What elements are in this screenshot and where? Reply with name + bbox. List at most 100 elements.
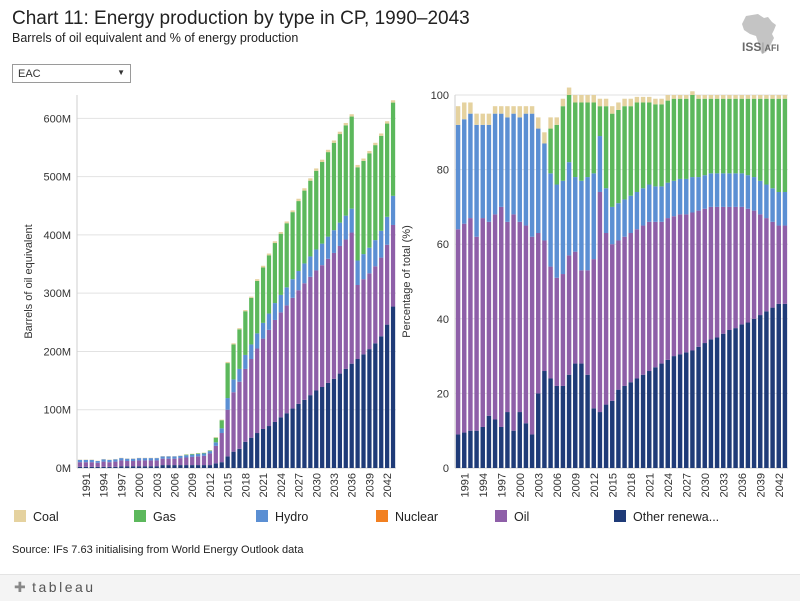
bar-segment-coal-2035[interactable] (344, 123, 348, 125)
bar-segment-oil-2034[interactable] (338, 246, 342, 374)
bar-segment-other-renewa-2014[interactable] (220, 462, 224, 468)
bar-segment-oil-2010[interactable] (196, 456, 200, 465)
bar-segment-hydro-2037[interactable] (355, 261, 359, 285)
bar-segment-coal-1992[interactable] (468, 102, 472, 113)
bar-segment-gas-2021[interactable] (261, 268, 265, 323)
bar-segment-oil-2043[interactable] (391, 225, 395, 307)
bar-segment-gas-2013[interactable] (214, 438, 218, 443)
bar-segment-other-renewa-2031[interactable] (709, 339, 713, 468)
bar-segment-hydro-1993[interactable] (474, 125, 478, 237)
bar-segment-coal-2043[interactable] (391, 100, 395, 102)
bar-segment-hydro-2027[interactable] (684, 179, 688, 214)
bar-segment-oil-2003[interactable] (155, 460, 159, 466)
bar-segment-other-renewa-2034[interactable] (338, 374, 342, 468)
bar-segment-oil-2025[interactable] (672, 216, 676, 356)
bar-segment-hydro-2022[interactable] (653, 186, 657, 221)
bar-segment-coal-2037[interactable] (746, 95, 750, 99)
bar-segment-gas-2005[interactable] (548, 129, 552, 174)
bar-segment-hydro-2006[interactable] (555, 185, 559, 278)
bar-segment-other-renewa-2034[interactable] (727, 330, 731, 468)
bar-segment-oil-2040[interactable] (764, 218, 768, 311)
bar-segment-hydro-2000[interactable] (137, 458, 141, 460)
bar-segment-coal-2017[interactable] (237, 328, 241, 329)
bar-segment-oil-2036[interactable] (740, 207, 744, 324)
bar-segment-other-renewa-2003[interactable] (155, 466, 159, 468)
bar-segment-hydro-1991[interactable] (462, 119, 466, 223)
bar-segment-other-renewa-2007[interactable] (561, 386, 565, 468)
bar-segment-coal-2022[interactable] (653, 99, 657, 105)
bar-segment-coal-2018[interactable] (629, 99, 633, 106)
bar-segment-gas-2036[interactable] (740, 99, 744, 174)
bar-segment-other-renewa-1994[interactable] (481, 427, 485, 468)
bar-segment-hydro-2011[interactable] (202, 453, 206, 455)
bar-segment-oil-2041[interactable] (379, 258, 383, 337)
bar-segment-gas-2007[interactable] (561, 106, 565, 181)
bar-segment-gas-2042[interactable] (385, 124, 389, 217)
bar-segment-hydro-2003[interactable] (155, 458, 159, 460)
bar-segment-other-renewa-2011[interactable] (585, 375, 589, 468)
bar-segment-oil-2018[interactable] (243, 369, 247, 442)
bar-segment-oil-2004[interactable] (161, 459, 165, 465)
bar-segment-oil-2009[interactable] (573, 252, 577, 364)
bar-segment-coal-2038[interactable] (361, 159, 365, 161)
bar-segment-hydro-2021[interactable] (647, 185, 651, 222)
bar-segment-coal-1991[interactable] (462, 102, 466, 119)
bar-segment-other-renewa-2025[interactable] (672, 356, 676, 468)
bar-segment-oil-2004[interactable] (542, 240, 546, 371)
bar-segment-other-renewa-1992[interactable] (90, 467, 94, 468)
bar-segment-oil-2023[interactable] (273, 320, 277, 422)
bar-segment-other-renewa-2022[interactable] (267, 426, 271, 468)
bar-segment-oil-2007[interactable] (561, 274, 565, 386)
bar-segment-oil-2037[interactable] (355, 285, 359, 359)
bar-segment-hydro-2025[interactable] (672, 181, 676, 216)
bar-segment-oil-2037[interactable] (746, 209, 750, 323)
bar-segment-hydro-2015[interactable] (610, 207, 614, 244)
bar-segment-gas-2036[interactable] (350, 117, 354, 209)
bar-segment-other-renewa-2011[interactable] (202, 465, 206, 468)
bar-segment-coal-1996[interactable] (493, 106, 497, 113)
bar-segment-other-renewa-2008[interactable] (567, 375, 571, 468)
bar-segment-other-renewa-2030[interactable] (314, 390, 318, 468)
bar-segment-gas-2015[interactable] (226, 363, 230, 398)
bar-segment-other-renewa-2014[interactable] (604, 405, 608, 468)
bar-segment-other-renewa-1994[interactable] (101, 467, 105, 468)
bar-segment-oil-2006[interactable] (555, 278, 559, 386)
bar-segment-coal-2027[interactable] (684, 95, 688, 99)
bar-segment-hydro-2001[interactable] (524, 114, 528, 226)
bar-segment-gas-2030[interactable] (314, 171, 318, 250)
bar-segment-other-renewa-1997[interactable] (119, 466, 123, 468)
bar-segment-oil-2019[interactable] (635, 229, 639, 378)
bar-segment-hydro-2029[interactable] (308, 256, 312, 276)
bar-segment-other-renewa-2004[interactable] (161, 465, 165, 468)
bar-segment-other-renewa-2027[interactable] (296, 404, 300, 468)
bar-segment-coal-2011[interactable] (585, 95, 589, 102)
bar-segment-hydro-2002[interactable] (149, 458, 153, 460)
bar-segment-hydro-2035[interactable] (733, 173, 737, 207)
bar-segment-hydro-1998[interactable] (125, 459, 129, 461)
bar-segment-other-renewa-2020[interactable] (255, 433, 259, 468)
bar-segment-hydro-2016[interactable] (616, 203, 620, 240)
bar-segment-oil-2001[interactable] (524, 226, 528, 424)
bar-segment-oil-1997[interactable] (119, 460, 123, 466)
bar-segment-oil-2000[interactable] (518, 222, 522, 412)
bar-segment-hydro-2008[interactable] (567, 162, 571, 255)
bar-segment-coal-2031[interactable] (320, 160, 324, 162)
bar-segment-other-renewa-2002[interactable] (530, 434, 534, 468)
bar-segment-coal-2007[interactable] (561, 99, 565, 106)
bar-segment-hydro-2019[interactable] (249, 344, 253, 359)
bar-segment-hydro-2014[interactable] (604, 188, 608, 233)
bar-segment-gas-2022[interactable] (653, 104, 657, 186)
bar-segment-hydro-2005[interactable] (548, 173, 552, 266)
bar-segment-other-renewa-2000[interactable] (137, 466, 141, 468)
bar-segment-hydro-2016[interactable] (231, 379, 235, 392)
bar-segment-other-renewa-1999[interactable] (131, 466, 135, 468)
bar-segment-oil-2024[interactable] (279, 312, 283, 417)
bar-segment-oil-1998[interactable] (505, 222, 509, 412)
bar-segment-coal-1997[interactable] (499, 106, 503, 113)
bar-segment-coal-1993[interactable] (474, 114, 478, 125)
bar-segment-hydro-2042[interactable] (385, 217, 389, 245)
bar-segment-oil-2024[interactable] (666, 218, 670, 360)
bar-segment-hydro-1992[interactable] (90, 460, 94, 462)
bar-segment-hydro-1994[interactable] (101, 459, 105, 461)
bar-segment-other-renewa-2010[interactable] (579, 364, 583, 468)
